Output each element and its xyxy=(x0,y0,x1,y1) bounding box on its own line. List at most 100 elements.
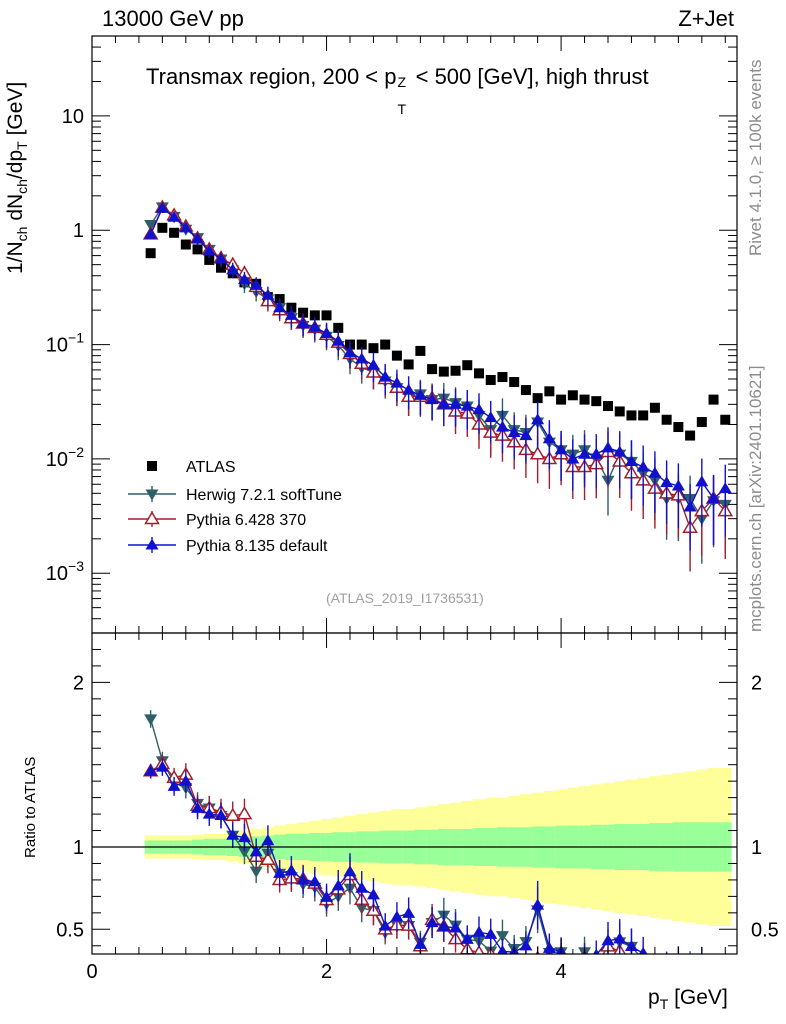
ratio-point xyxy=(566,957,579,968)
mc-point xyxy=(648,466,662,478)
mc-point xyxy=(413,388,427,400)
legend-marker xyxy=(144,511,160,525)
mc-point xyxy=(249,278,263,290)
atlas-data-point xyxy=(380,339,391,350)
atlas-data-point xyxy=(204,254,215,265)
ratio-point xyxy=(648,969,661,980)
legend-label: ATLAS xyxy=(186,459,236,476)
ratio-point xyxy=(601,934,615,946)
atlas-data-point xyxy=(368,343,379,354)
mc-point xyxy=(601,441,615,453)
atlas-data-point xyxy=(180,239,191,250)
mc-point xyxy=(542,432,556,444)
ratio-point xyxy=(672,955,685,966)
ratio-point xyxy=(261,834,275,846)
ratio-point xyxy=(590,956,603,967)
ratio-point xyxy=(684,961,697,972)
atlas-data-point xyxy=(321,310,332,321)
atlas-data-point xyxy=(696,417,707,428)
ratio-point xyxy=(226,828,240,840)
legend-marker xyxy=(145,538,159,550)
mc-point xyxy=(624,454,638,466)
ratio-point xyxy=(366,888,380,900)
atlas-data-point xyxy=(145,248,156,259)
mc-point xyxy=(237,273,251,285)
ratio-point xyxy=(179,774,193,786)
mc-point xyxy=(578,447,592,459)
mc-point xyxy=(320,326,334,339)
mc-point xyxy=(671,479,685,491)
ratio-point xyxy=(648,961,661,972)
ratio-point xyxy=(144,714,158,726)
ratio-point xyxy=(495,931,509,943)
atlas-data-point xyxy=(157,222,168,233)
mc-point xyxy=(355,352,369,364)
atlas-data-point xyxy=(356,339,367,350)
mc-point xyxy=(589,447,603,459)
atlas-data-point xyxy=(391,350,402,361)
atlas-data-point xyxy=(497,372,508,383)
mc-point xyxy=(437,397,451,409)
atlas-data-point xyxy=(485,374,496,385)
mc-point xyxy=(660,476,674,488)
atlas-data-point xyxy=(450,365,461,376)
mc-point xyxy=(366,358,380,370)
ratio-point xyxy=(672,968,685,979)
atlas-data-point xyxy=(169,227,180,238)
ratio-point xyxy=(543,963,556,974)
y-tick-label: 10−2 xyxy=(46,444,84,471)
legend-marker xyxy=(145,489,159,501)
ratio-point xyxy=(684,966,697,977)
ratio-point xyxy=(425,916,439,928)
atlas-data-point xyxy=(438,366,449,377)
header-right: Z+Jet xyxy=(678,6,734,31)
ratio-point xyxy=(578,963,591,974)
mc-point xyxy=(144,220,158,232)
mc-point xyxy=(636,460,650,472)
mc-point xyxy=(460,399,474,411)
ratio-series-group xyxy=(142,710,732,981)
ratio-point xyxy=(672,964,685,975)
atlas-data-point xyxy=(509,377,520,388)
ratio-point xyxy=(630,952,633,954)
mc-point xyxy=(378,370,392,382)
atlas-data-point xyxy=(216,262,226,273)
y-tick-label: 10 xyxy=(62,106,84,128)
ratio-point xyxy=(497,944,508,954)
ratio-point xyxy=(501,952,504,954)
ratio-point xyxy=(249,866,263,878)
ratio-y-label: Ratio to ATLAS xyxy=(22,756,39,858)
ratio-point xyxy=(320,890,334,902)
ratio-point xyxy=(508,956,521,967)
mc-point xyxy=(507,426,521,438)
mc-point xyxy=(425,393,439,405)
ratio-point xyxy=(566,959,579,970)
mc-point xyxy=(613,445,627,457)
ratio-point xyxy=(593,948,600,954)
ratio-point xyxy=(260,851,276,865)
mc-point xyxy=(167,210,181,222)
x-tick-label: 2 xyxy=(321,961,332,983)
atlas-data-point xyxy=(673,422,684,433)
mc-point xyxy=(529,446,546,460)
ratio-point xyxy=(660,968,673,979)
atlas-data-point xyxy=(474,368,484,379)
ratio-point xyxy=(449,921,463,933)
ratio-point xyxy=(249,845,263,857)
atlas-data-point xyxy=(544,386,555,397)
ratio-tick-label: 1 xyxy=(73,837,84,859)
mc-point xyxy=(343,346,357,358)
ratio-point xyxy=(695,956,708,967)
ratio-point xyxy=(602,970,615,981)
atlas-data-point xyxy=(333,322,344,333)
atlas-data-point xyxy=(591,396,602,407)
ratio-point xyxy=(236,806,253,820)
ratio-point xyxy=(719,964,732,975)
ratio-tick-label: 2 xyxy=(73,672,84,694)
atlas-data-point xyxy=(567,390,578,401)
header-left: 13000 GeV pp xyxy=(102,6,244,31)
ratio-point xyxy=(296,873,310,885)
ratio-point xyxy=(144,764,158,776)
mc-point xyxy=(214,252,228,264)
atlas-data-point xyxy=(298,307,309,318)
